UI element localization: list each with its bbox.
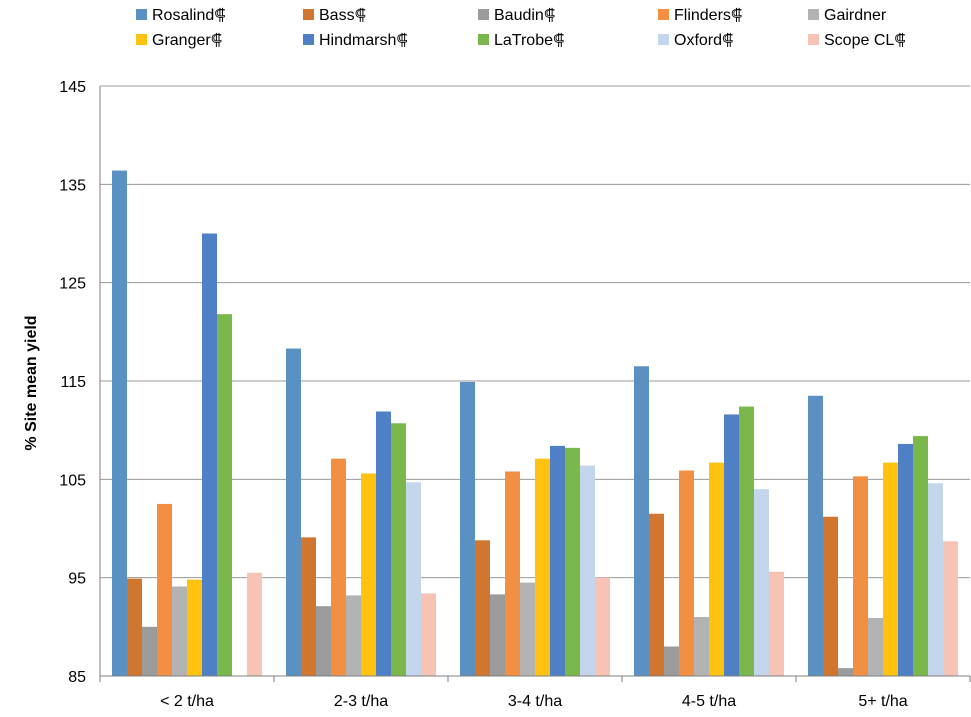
legend-swatch: [303, 34, 314, 45]
bar: [754, 489, 769, 676]
bar: [928, 483, 943, 676]
bars: [112, 170, 958, 677]
legend-swatch: [808, 34, 819, 45]
legend-label: Granger⸿: [152, 32, 222, 49]
bar: [739, 406, 754, 676]
bar: [709, 462, 724, 676]
x-tick-label: 5+ t/ha: [858, 693, 907, 710]
y-tick-label: 95: [68, 571, 86, 588]
y-tick-label: 115: [60, 374, 86, 391]
x-tick-label: 2-3 t/ha: [334, 693, 388, 710]
bar: [460, 381, 475, 676]
bar: [535, 458, 550, 676]
legend-swatch: [303, 9, 314, 20]
bar: [331, 458, 346, 676]
y-tick-label: 105: [59, 472, 86, 489]
bar: [142, 626, 157, 676]
legend-swatch: [658, 34, 669, 45]
bar: [823, 516, 838, 676]
x-tick-label: < 2 t/ha: [160, 693, 214, 710]
bar: [664, 646, 679, 676]
legend-label: Oxford⸿: [674, 32, 733, 49]
bar: [520, 582, 535, 676]
bar: [247, 572, 262, 676]
bar: [406, 482, 421, 676]
legend-swatch: [478, 34, 489, 45]
x-tick-label: 4-5 t/ha: [682, 693, 736, 710]
legend-swatch: [808, 9, 819, 20]
bar: [679, 470, 694, 676]
bar: [634, 366, 649, 676]
bar: [421, 593, 436, 676]
axes: [99, 86, 971, 682]
x-tick-label: 3-4 t/ha: [508, 693, 562, 710]
bar: [316, 606, 331, 676]
y-tick-label: 85: [68, 669, 86, 686]
bar: [376, 411, 391, 676]
bar: [853, 476, 868, 676]
bar: [391, 423, 406, 676]
bar: [475, 540, 490, 676]
bar: [580, 465, 595, 676]
bar: [127, 578, 142, 676]
y-tick-label: 145: [59, 79, 86, 96]
bar: [217, 314, 232, 676]
legend-swatch: [658, 9, 669, 20]
bar: [565, 447, 580, 676]
bar: [943, 541, 958, 676]
legend-label: Scope CL⸿: [824, 32, 906, 49]
bar: [898, 443, 913, 676]
bar: [913, 436, 928, 676]
bar: [187, 579, 202, 676]
bar: [301, 537, 316, 676]
bar: [172, 586, 187, 676]
legend-swatch: [478, 9, 489, 20]
bar: [808, 395, 823, 676]
y-axis-title: % Site mean yield: [23, 315, 40, 450]
bar: [595, 577, 610, 676]
bar: [112, 170, 127, 677]
y-tick-labels: 85 95 105 115 125 135 145: [59, 79, 86, 686]
legend-label: Hindmarsh⸿: [319, 32, 408, 49]
x-tick-labels: < 2 t/ha 2-3 t/ha 3-4 t/ha 4-5 t/ha 5+ t/ha: [160, 693, 908, 710]
bar: [505, 471, 520, 676]
bar: [724, 414, 739, 676]
bar: [286, 348, 301, 676]
bar: [490, 594, 505, 676]
legend-swatch: [136, 34, 147, 45]
bar: [346, 595, 361, 676]
bar: [838, 668, 853, 676]
legend: Rosalind⸿ Bass⸿ Baudin⸿ Flinders⸿ Gairdner Gr…: [136, 7, 906, 49]
y-tick-label: 125: [59, 276, 86, 293]
legend-label: LaTrobe⸿: [494, 32, 564, 49]
legend-label: Rosalind⸿: [152, 7, 226, 24]
legend-swatch: [136, 9, 147, 20]
bar: [649, 513, 664, 676]
bar: [361, 473, 376, 676]
bar: [694, 617, 709, 676]
legend-label: Baudin⸿: [494, 7, 555, 24]
bar: [769, 571, 784, 676]
bar: [157, 503, 172, 676]
legend-label: Flinders⸿: [674, 7, 742, 24]
legend-label: Gairdner: [824, 7, 887, 24]
bar: [883, 462, 898, 676]
bar: [202, 233, 217, 676]
bar: [550, 445, 565, 676]
bar: [868, 617, 883, 676]
y-tick-label: 135: [59, 177, 86, 194]
legend-label: Bass⸿: [319, 7, 366, 24]
